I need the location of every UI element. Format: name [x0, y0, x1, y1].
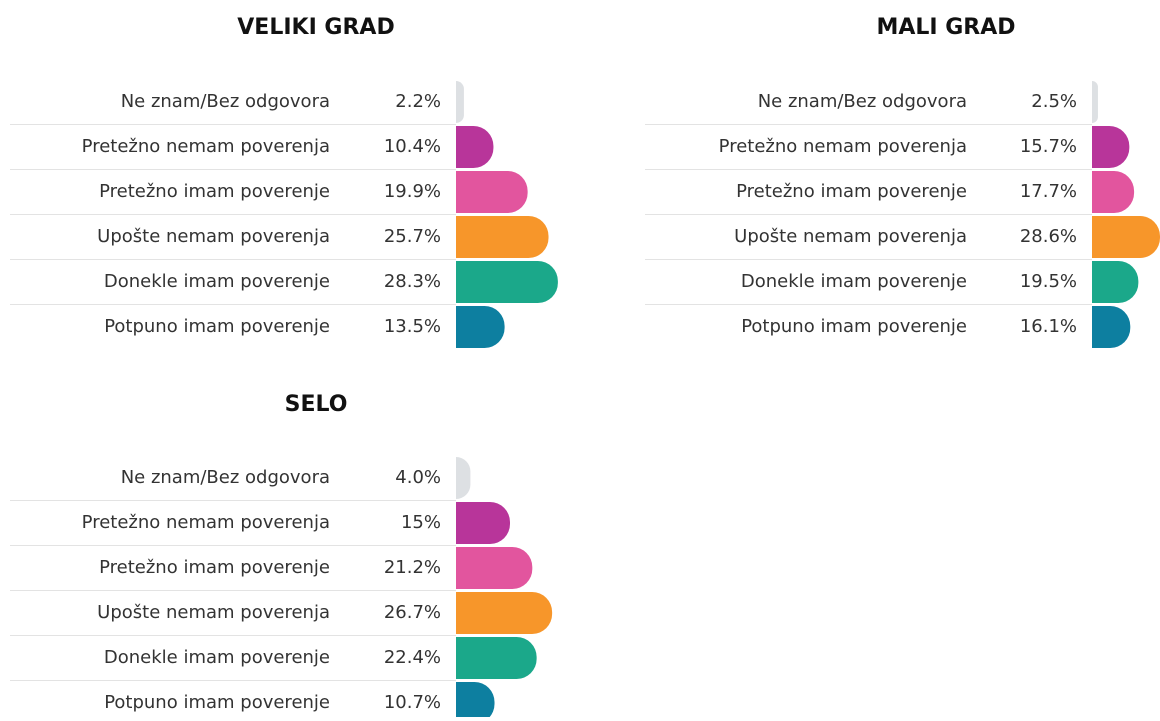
chart-title: SELO [285, 392, 348, 417]
bar [456, 126, 494, 168]
bar [456, 637, 537, 679]
bar [1092, 81, 1098, 123]
category-label: Pretežno nemam poverenja [82, 512, 330, 533]
bar [456, 502, 510, 544]
value-label: 17.7% [1020, 181, 1077, 202]
value-label: 10.4% [384, 136, 441, 157]
bar [456, 592, 553, 634]
category-label: Potpuno imam poverenje [741, 316, 967, 337]
category-label: Ne znam/Bez odgovora [121, 91, 330, 112]
category-label: Potpuno imam poverenje [104, 316, 330, 337]
category-label: Ne znam/Bez odgovora [758, 91, 967, 112]
bar [456, 306, 505, 348]
category-label: Pretežno nemam poverenja [82, 136, 330, 157]
value-label: 2.5% [1031, 91, 1077, 112]
value-label: 28.6% [1020, 226, 1077, 247]
category-label: Donekle imam poverenje [741, 271, 967, 292]
value-label: 19.5% [1020, 271, 1077, 292]
category-label: Pretežno nemam poverenja [719, 136, 967, 157]
category-label: Donekle imam poverenje [104, 271, 330, 292]
value-label: 21.2% [384, 557, 441, 578]
value-label: 28.3% [384, 271, 441, 292]
value-label: 19.9% [384, 181, 441, 202]
bar [1092, 171, 1135, 213]
bar [456, 81, 464, 123]
category-label: Upošte nemam poverenja [734, 226, 967, 247]
category-label: Pretežno imam poverenje [736, 181, 967, 202]
category-label: Pretežno imam poverenje [99, 557, 330, 578]
category-label: Donekle imam poverenje [104, 647, 330, 668]
bar [456, 261, 558, 303]
value-label: 13.5% [384, 316, 441, 337]
bar [1092, 306, 1131, 348]
chart-title: VELIKI GRAD [237, 15, 394, 40]
value-label: 10.7% [384, 692, 441, 713]
bar [1092, 216, 1160, 258]
bar [456, 216, 549, 258]
value-label: 16.1% [1020, 316, 1077, 337]
value-label: 15.7% [1020, 136, 1077, 157]
bar [1092, 261, 1139, 303]
bar [456, 682, 495, 721]
category-label: Upošte nemam poverenja [97, 226, 330, 247]
value-label: 26.7% [384, 602, 441, 623]
category-label: Ne znam/Bez odgovora [121, 467, 330, 488]
bar [456, 547, 533, 589]
bar [1092, 126, 1130, 168]
category-label: Potpuno imam poverenje [104, 692, 330, 713]
value-label: 4.0% [395, 467, 441, 488]
value-label: 25.7% [384, 226, 441, 247]
value-label: 22.4% [384, 647, 441, 668]
chart-title: MALI GRAD [876, 15, 1015, 40]
bar [456, 457, 471, 499]
category-label: Pretežno imam poverenje [99, 181, 330, 202]
bar [456, 171, 528, 213]
value-label: 2.2% [395, 91, 441, 112]
value-label: 15% [401, 512, 441, 533]
category-label: Upošte nemam poverenja [97, 602, 330, 623]
